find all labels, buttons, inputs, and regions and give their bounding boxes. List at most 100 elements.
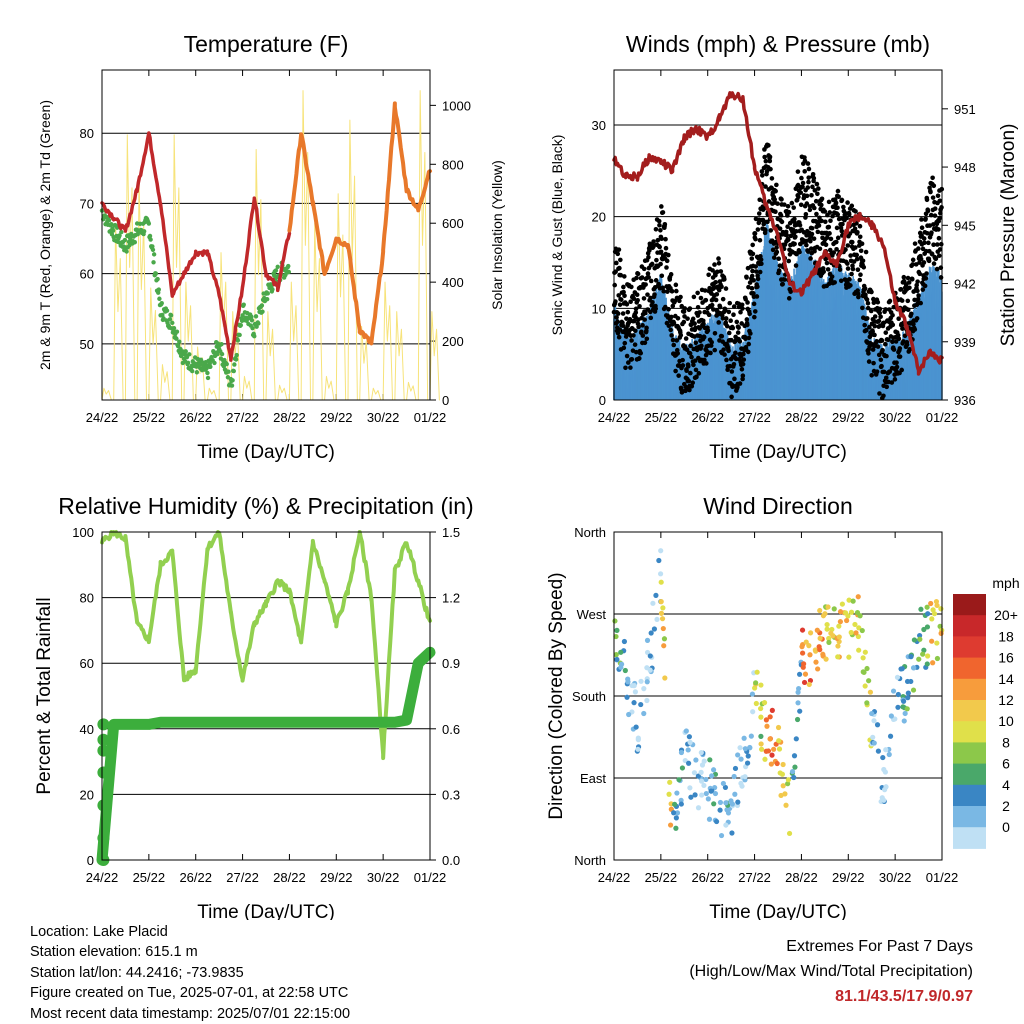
gust-point bbox=[841, 204, 846, 210]
dewpoint-point bbox=[151, 260, 156, 265]
gust-point bbox=[621, 345, 627, 351]
direction-point bbox=[720, 780, 726, 787]
gust-point bbox=[632, 318, 637, 324]
x-tick-label: 26/22 bbox=[179, 870, 212, 885]
gust-point bbox=[737, 381, 743, 386]
gust-point bbox=[676, 373, 681, 378]
direction-point bbox=[635, 746, 641, 752]
wind-direction-panel: Wind Direction Time (Day/UTC) 24/22 25/22 26… bbox=[546, 493, 958, 920]
x-tick-label: 01/22 bbox=[414, 410, 447, 425]
gust-point bbox=[869, 289, 874, 295]
direction-point bbox=[744, 760, 751, 766]
gust-point bbox=[805, 161, 811, 166]
y-tick-label: 80 bbox=[80, 591, 94, 606]
gust-point bbox=[753, 236, 758, 242]
direction-point bbox=[758, 741, 764, 747]
gust-point bbox=[813, 198, 819, 204]
gust-point bbox=[884, 353, 889, 359]
x-tick-label: 24/22 bbox=[86, 870, 119, 885]
gust-point bbox=[782, 277, 787, 282]
gust-point bbox=[749, 256, 755, 261]
direction-point bbox=[737, 745, 743, 751]
direction-point bbox=[687, 785, 693, 791]
direction-point bbox=[754, 669, 760, 675]
direction-point bbox=[699, 778, 705, 784]
dewpoint-point bbox=[253, 314, 259, 319]
gust-point bbox=[708, 350, 713, 356]
gust-point bbox=[849, 271, 854, 277]
x-tick-label: 29/22 bbox=[320, 410, 353, 425]
gust-point bbox=[658, 249, 664, 255]
direction-point bbox=[814, 627, 820, 633]
y2-tick-label: 942 bbox=[954, 277, 976, 292]
gust-point bbox=[617, 265, 622, 271]
gust-point bbox=[685, 364, 691, 369]
direction-point bbox=[644, 697, 650, 704]
dewpoint-point bbox=[150, 247, 156, 252]
gust-point bbox=[914, 316, 920, 321]
direction-point bbox=[831, 606, 837, 612]
gust-point bbox=[631, 296, 637, 302]
dewpoint-point bbox=[174, 329, 180, 334]
gust-point bbox=[763, 184, 768, 189]
gust-point bbox=[723, 320, 729, 325]
gust-point bbox=[915, 296, 921, 302]
gust-point bbox=[621, 289, 626, 295]
gust-point bbox=[877, 306, 883, 312]
gust-point bbox=[656, 218, 662, 224]
gust-point bbox=[760, 173, 765, 178]
dewpoint-point bbox=[270, 287, 275, 292]
gust-point bbox=[764, 169, 770, 174]
gust-point bbox=[731, 312, 736, 317]
gust-point bbox=[859, 241, 865, 246]
direction-point bbox=[648, 630, 654, 636]
dewpoint-point bbox=[232, 362, 237, 367]
gust-point bbox=[688, 322, 694, 328]
gust-point bbox=[717, 304, 723, 310]
direction-point bbox=[633, 724, 639, 730]
gust-point bbox=[701, 321, 706, 327]
gust-point bbox=[793, 234, 798, 240]
gust-point bbox=[803, 238, 809, 244]
gust-point bbox=[914, 282, 919, 288]
gust-point bbox=[754, 294, 760, 299]
gust-point bbox=[722, 277, 727, 282]
direction-point bbox=[748, 733, 754, 739]
gust-point bbox=[675, 351, 681, 356]
direction-point bbox=[729, 801, 735, 807]
gust-point bbox=[798, 190, 804, 195]
direction-point bbox=[817, 647, 823, 653]
gust-point bbox=[716, 287, 722, 293]
gust-point bbox=[823, 242, 829, 248]
gust-point bbox=[834, 225, 840, 231]
gust-point bbox=[712, 330, 718, 336]
gust-point bbox=[728, 318, 733, 324]
gust-point bbox=[848, 283, 853, 288]
gust-point bbox=[628, 365, 633, 370]
gust-point bbox=[937, 198, 943, 204]
gust-point bbox=[874, 369, 880, 374]
direction-point bbox=[732, 765, 739, 772]
direction-point bbox=[685, 747, 691, 753]
x-tick-label: 25/22 bbox=[645, 870, 678, 885]
direction-point bbox=[614, 627, 620, 633]
direction-point bbox=[622, 667, 628, 674]
plot-frame bbox=[101, 531, 431, 861]
direction-point bbox=[767, 736, 773, 742]
y-tick-label: 20 bbox=[80, 787, 94, 802]
gust-point bbox=[791, 205, 796, 210]
gust-point bbox=[618, 257, 623, 263]
x-tick-label: 24/22 bbox=[598, 870, 631, 885]
gust-point bbox=[750, 242, 755, 248]
direction-point bbox=[778, 792, 784, 799]
gust-point bbox=[713, 297, 719, 303]
gust-point bbox=[860, 305, 865, 311]
gust-point bbox=[922, 240, 927, 246]
gust-point bbox=[912, 241, 918, 246]
direction-point bbox=[658, 599, 664, 605]
direction-point bbox=[647, 667, 653, 673]
direction-point bbox=[662, 675, 668, 681]
gust-point bbox=[889, 380, 895, 385]
gust-point bbox=[775, 201, 780, 206]
gust-point bbox=[805, 185, 811, 190]
